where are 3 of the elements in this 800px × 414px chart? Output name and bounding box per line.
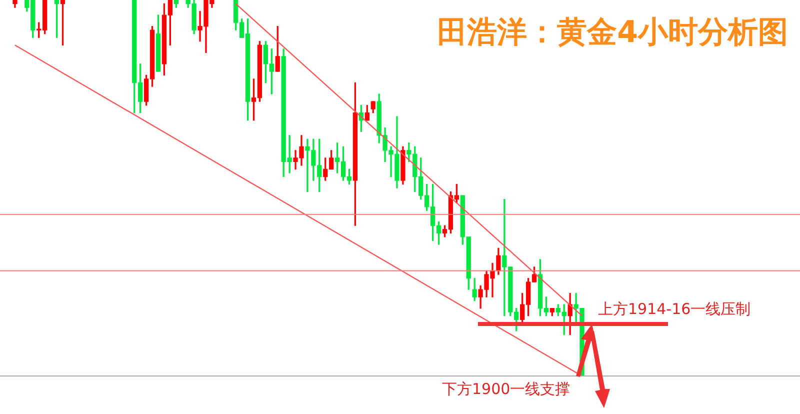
text: 上方1914-16一线压制	[598, 300, 751, 319]
text: 田浩洋：黄金4小时分析图	[437, 14, 788, 52]
text: 下方1900一线支撑	[442, 380, 570, 399]
